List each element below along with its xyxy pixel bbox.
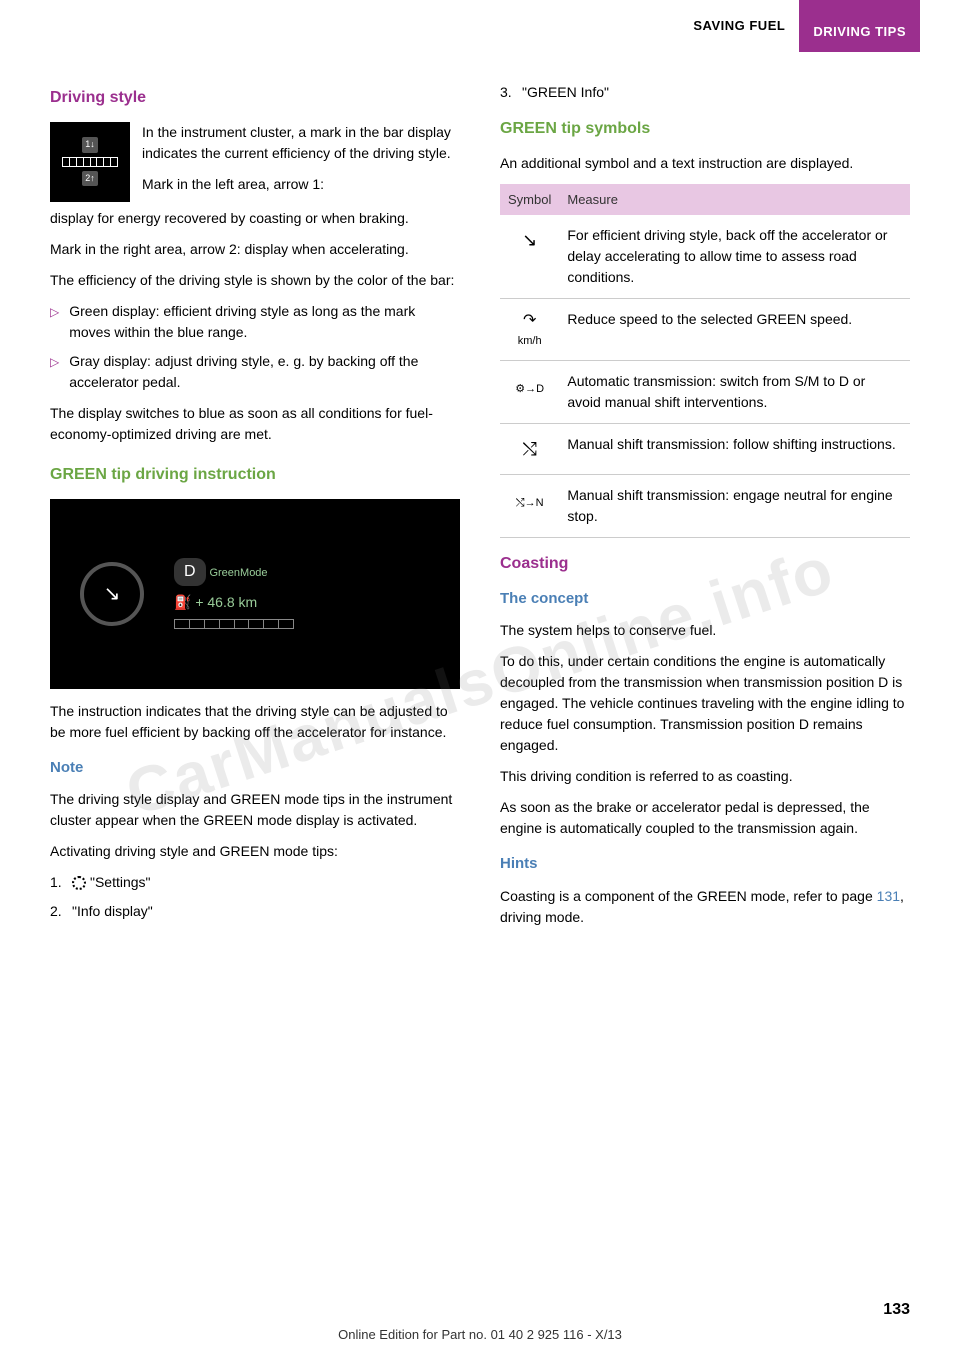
- bullet-text: Green display: efficient driving style a…: [69, 301, 460, 343]
- symbol-table: Symbol Measure For efficient driving sty…: [500, 184, 910, 538]
- gear-d-label: D: [174, 558, 206, 586]
- heading-hints: Hints: [500, 853, 910, 876]
- measure-text: Automatic transmission: switch from S/M …: [559, 360, 910, 423]
- para: The display switches to blue as soon as …: [50, 403, 460, 445]
- bullet-list: ▷ Green display: efficient driving style…: [50, 301, 460, 393]
- header-chapter-label: DRIVING TIPS: [799, 0, 920, 52]
- para: Activating driving style and GREEN mode …: [50, 841, 460, 862]
- header-section-label: SAVING FUEL: [679, 6, 799, 46]
- para: As soon as the brake or accelerator peda…: [500, 797, 910, 839]
- heading-concept: The concept: [500, 588, 910, 611]
- greenmode-label: GreenMode: [209, 567, 267, 579]
- bar-display-icon: [62, 157, 118, 167]
- left-column: Driving style 1↓ 2↑ In the instrument cl…: [50, 82, 460, 938]
- content-columns: Driving style 1↓ 2↑ In the instrument cl…: [0, 52, 960, 938]
- measure-text: Reduce speed to the selected GREEN speed…: [559, 299, 910, 361]
- measure-text: For efficient driving style, back off th…: [559, 215, 910, 299]
- heading-coasting: Coasting: [500, 552, 910, 576]
- arrow-2-icon: 2↑: [82, 171, 98, 187]
- arrow-1-icon: 1↓: [82, 137, 98, 153]
- footer-text: Online Edition for Part no. 01 40 2 925 …: [0, 1325, 960, 1345]
- right-column: 3. "GREEN Info" GREEN tip symbols An add…: [500, 82, 910, 938]
- para: The instruction indicates that the drivi…: [50, 701, 460, 743]
- para: This driving condition is referred to as…: [500, 766, 910, 787]
- table-row: Automatic transmission: switch from S/M …: [500, 360, 910, 423]
- table-row: For efficient driving style, back off th…: [500, 215, 910, 299]
- ol-text: "Info display": [72, 901, 153, 922]
- symbol-switch-d-icon: [500, 360, 559, 423]
- foot-off-icon: ↘: [80, 562, 144, 626]
- para: An additional symbol and a text instruct…: [500, 153, 910, 174]
- cluster-bar-icon: 1↓ 2↑: [50, 122, 130, 202]
- list-item: 1. "Settings": [50, 872, 460, 893]
- th-measure: Measure: [559, 184, 910, 216]
- measure-text: Manual shift transmission: follow shifti…: [559, 423, 910, 474]
- heading-green-tip-instruction: GREEN tip driving instruction: [50, 463, 460, 487]
- heading-note: Note: [50, 757, 460, 780]
- page-number: 133: [883, 1298, 910, 1322]
- list-item: ▷ Green display: efficient driving style…: [50, 301, 460, 343]
- symbol-foot-off-icon: [500, 215, 559, 299]
- km-value: + 46.8 km: [195, 594, 257, 610]
- gear-icon: [72, 876, 86, 890]
- table-row: km/h Reduce speed to the selected GREEN …: [500, 299, 910, 361]
- page-link[interactable]: 131: [877, 888, 900, 904]
- ol-text: "GREEN Info": [522, 82, 609, 103]
- heading-driving-style: Driving style: [50, 86, 460, 110]
- para: Coasting is a component of the GREEN mod…: [500, 886, 910, 928]
- symbol-speed-icon: km/h: [500, 299, 559, 361]
- heading-green-tip-symbols: GREEN tip symbols: [500, 117, 910, 141]
- bullet-icon: ▷: [50, 353, 59, 393]
- km-gain-label: ⛽ + 46.8 km: [174, 592, 294, 613]
- para: To do this, under certain conditions the…: [500, 651, 910, 756]
- table-row: Manual shift transmission: follow shifti…: [500, 423, 910, 474]
- hints-text-a: Coasting is a component of the GREEN mod…: [500, 888, 877, 904]
- ol-text: "Settings": [72, 872, 151, 893]
- table-row: Manual shift transmission: engage neutra…: [500, 474, 910, 537]
- list-item: 3. "GREEN Info": [500, 82, 910, 103]
- page-header: SAVING FUEL DRIVING TIPS: [0, 0, 960, 52]
- para: The efficiency of the driving style is s…: [50, 270, 460, 291]
- kmh-label: km/h: [508, 309, 551, 350]
- ol-label: "Settings": [90, 874, 151, 890]
- list-item: 2. "Info display": [50, 901, 460, 922]
- measure-text: Manual shift transmission: engage neutra…: [559, 474, 910, 537]
- para: The driving style display and GREEN mode…: [50, 789, 460, 831]
- ol-number: 2.: [50, 901, 72, 922]
- th-symbol: Symbol: [500, 184, 559, 216]
- para: The system helps to conserve fuel.: [500, 620, 910, 641]
- para: Mark in the right area, arrow 2: display…: [50, 239, 460, 260]
- list-item: ▷ Gray display: adjust driving style, e.…: [50, 351, 460, 393]
- symbol-neutral-icon: [500, 474, 559, 537]
- bullet-icon: ▷: [50, 303, 59, 343]
- green-tip-display-image: ↘ D GreenMode ⛽ + 46.8 km: [50, 499, 460, 689]
- display-right: D GreenMode ⛽ + 46.8 km: [174, 558, 294, 629]
- header-box: SAVING FUEL DRIVING TIPS: [679, 0, 920, 52]
- ol-number: 1.: [50, 872, 72, 893]
- symbol-shift-icon: [500, 423, 559, 474]
- para: display for energy recovered by coasting…: [50, 208, 460, 229]
- bar-display-icon: [174, 619, 294, 629]
- ol-number: 3.: [500, 82, 522, 103]
- bullet-text: Gray display: adjust driving style, e. g…: [69, 351, 460, 393]
